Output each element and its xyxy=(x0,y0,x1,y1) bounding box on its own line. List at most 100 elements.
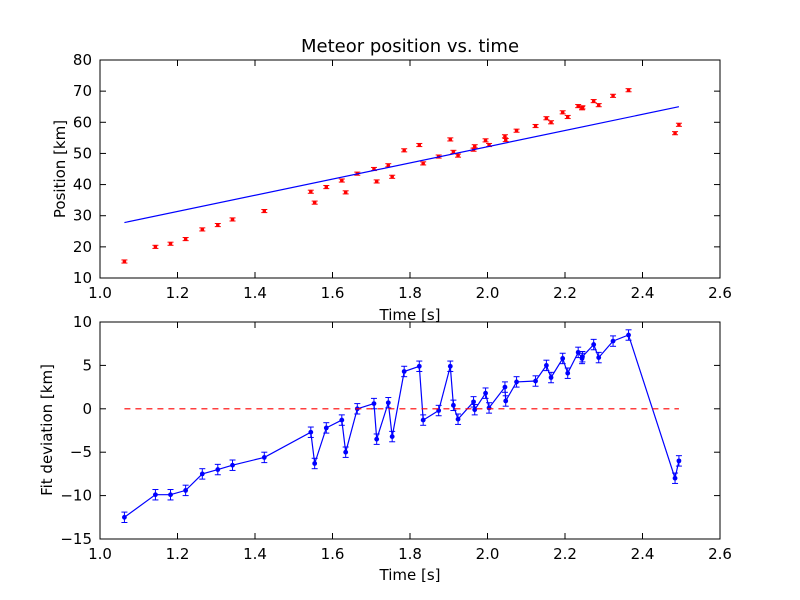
data-point xyxy=(168,241,173,246)
data-point xyxy=(183,237,188,241)
data-point xyxy=(183,487,189,493)
data-point xyxy=(390,174,394,179)
data-point xyxy=(416,363,422,369)
data-point xyxy=(472,407,478,413)
data-point xyxy=(576,104,580,108)
data-point xyxy=(215,467,221,472)
y-tick-label: 30 xyxy=(73,207,92,225)
position-plot: Meteor position vs. time 1.0 1.2 1.4 1.6 1.8… xyxy=(51,36,732,324)
data-point xyxy=(374,436,380,442)
plot-area xyxy=(121,88,682,264)
data-point xyxy=(456,153,460,158)
y-tick-label: 60 xyxy=(73,113,92,131)
data-point xyxy=(626,332,631,338)
x-tick-label: 1.0 xyxy=(88,284,112,302)
data-point xyxy=(544,363,549,368)
y-tick-label: 40 xyxy=(73,176,92,194)
x-tick-label: 2.4 xyxy=(631,284,655,302)
data-point xyxy=(200,227,205,232)
data-point xyxy=(339,417,345,423)
x-tick-label: 2.2 xyxy=(553,545,577,563)
data-point xyxy=(483,138,488,143)
data-point xyxy=(343,449,349,455)
data-point xyxy=(514,379,519,385)
data-point xyxy=(503,138,508,142)
x-tick-label: 2.6 xyxy=(708,545,732,563)
x-tick-label: 1.4 xyxy=(243,545,267,563)
data-point xyxy=(560,356,566,361)
x-tick-label: 2.6 xyxy=(708,284,732,302)
y-tick-label: −5 xyxy=(70,443,92,461)
data-point xyxy=(472,144,477,149)
y-tick-label: 70 xyxy=(73,82,92,100)
data-point xyxy=(596,103,601,107)
x-tick-label: 2.2 xyxy=(553,284,577,302)
x-tick-label: 1.2 xyxy=(166,545,190,563)
data-point xyxy=(486,405,492,411)
y-axis-label: Position [km] xyxy=(51,120,69,218)
data-point xyxy=(575,349,581,355)
y-tick-label: −10 xyxy=(60,487,92,505)
axis-ticks: 1.0 1.2 1.4 1.6 1.8 2.0 2.2 2.4 2.6 −15 −10 −5 0 5 10 xyxy=(60,313,732,563)
data-point xyxy=(168,492,173,498)
data-point xyxy=(312,200,317,205)
data-point xyxy=(261,455,267,460)
deviation-plot: 1.0 1.2 1.4 1.6 1.8 2.0 2.2 2.4 2.6−15−10−50510 … xyxy=(38,313,732,584)
x-tick-label: 1.0 xyxy=(88,545,112,563)
data-point xyxy=(471,399,476,405)
x-tick-label: 2.0 xyxy=(476,284,500,302)
y-tick-label: −15 xyxy=(60,530,92,548)
data-point xyxy=(626,88,631,93)
data-point xyxy=(544,116,549,121)
data-point xyxy=(455,416,461,422)
data-point xyxy=(448,137,453,142)
data-point xyxy=(389,434,395,439)
y-tick-label: 80 xyxy=(73,51,92,69)
data-point xyxy=(483,390,488,396)
x-axis-label: Time [s] xyxy=(379,306,441,324)
data-point xyxy=(533,124,538,128)
data-point xyxy=(676,458,682,464)
y-tick-label: 0 xyxy=(82,400,92,418)
data-point xyxy=(591,99,596,103)
data-point xyxy=(420,417,426,423)
data-point xyxy=(402,148,406,153)
data-point xyxy=(153,492,158,498)
data-point xyxy=(230,217,235,222)
data-point xyxy=(503,134,507,139)
data-point xyxy=(386,163,391,168)
x-tick-label: 2.0 xyxy=(476,545,500,563)
data-point xyxy=(591,342,597,347)
plot-area xyxy=(121,329,682,524)
data-point xyxy=(451,402,456,408)
x-tick-label: 1.6 xyxy=(321,284,345,302)
data-point xyxy=(371,401,377,406)
x-tick-label: 2.4 xyxy=(631,545,655,563)
data-point xyxy=(122,514,127,520)
data-point xyxy=(262,209,267,213)
data-point xyxy=(309,189,313,194)
y-tick-label: 20 xyxy=(73,238,92,256)
data-point xyxy=(385,400,391,406)
data-point xyxy=(417,143,422,147)
data-point xyxy=(533,378,538,384)
y-tick-label: 10 xyxy=(73,313,92,331)
x-tick-label: 1.2 xyxy=(166,284,190,302)
data-point xyxy=(343,190,348,195)
data-point xyxy=(580,105,585,110)
data-point xyxy=(401,369,407,374)
x-tick-label: 1.6 xyxy=(321,545,345,563)
data-point xyxy=(421,161,425,166)
y-tick-label: 5 xyxy=(82,356,92,374)
data-point xyxy=(565,115,570,119)
data-point xyxy=(216,223,220,227)
axis-ticks: 1.0 1.2 1.4 1.6 1.8 2.0 2.2 2.4 2.6 10 20 30 40 50 60 7… xyxy=(73,51,732,302)
data-point xyxy=(324,185,329,189)
deviation-line xyxy=(124,334,680,518)
data-point xyxy=(560,110,565,115)
x-tick-label: 1.8 xyxy=(398,284,422,302)
data-point xyxy=(340,178,344,183)
data-point xyxy=(503,398,509,404)
